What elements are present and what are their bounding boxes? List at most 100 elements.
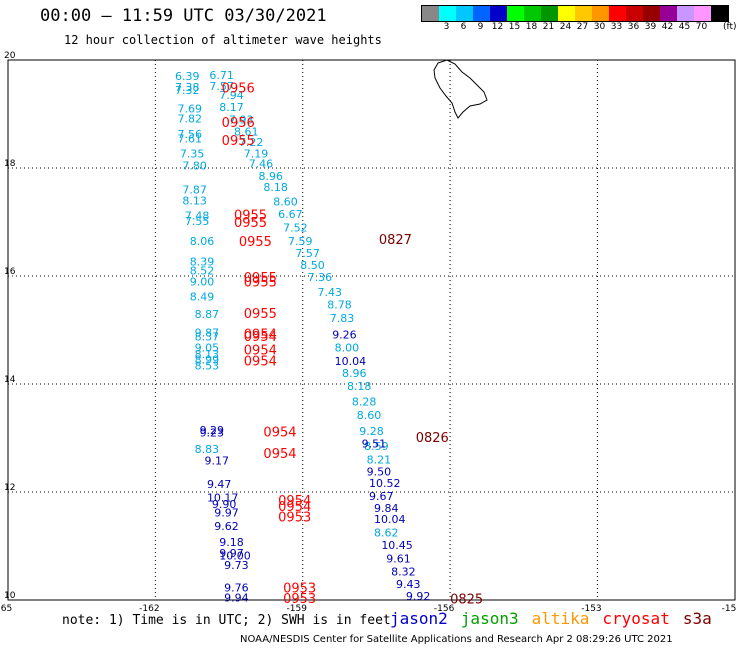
time-label-red: 0953 [283,582,316,597]
colorbar-swatch [558,6,575,21]
colorbar-swatch [592,6,609,21]
swh-label-cyan: 8.21 [367,454,392,467]
swh-label-cyan: 9.87 [195,327,220,340]
swh-label-cyan: 7.38 [175,81,200,94]
swh-label-cyan: 6.67 [278,208,303,221]
swh-label-cyan: 7.80 [182,159,207,172]
swh-label-cyan: 7.46 [249,158,274,171]
swh-label-cyan: 7.56 [177,128,202,141]
time-label-red: 0953 [278,510,311,525]
colorbar-label: 33 [610,22,623,32]
swh-label-cyan: 7.22 [239,136,264,149]
swh-label-cyan: 7.32 [175,84,200,97]
legend-item-jason2: jason2 [390,609,448,628]
swh-label-cyan: 7.19 [244,147,269,160]
swh-label-cyan: 8.60 [273,195,298,208]
swh-label-cyan: 7.87 [182,184,207,197]
swh-label-cyan: 7.35 [180,147,205,160]
latitude-label: 18 [4,159,16,169]
colorbar-label: 3 [443,22,450,32]
legend-item-altika: altika [531,609,590,628]
time-label-red: 0954 [263,426,296,441]
colorbar-swatch [711,6,728,21]
latitude-label: 20 [4,51,16,61]
time-label-red: 0955 [234,209,267,224]
legend-item-cryosat: cryosat [602,609,670,628]
swh-label-cyan: 8.59 [364,440,389,453]
swh-label-cyan: 7.61 [177,132,202,145]
colorbar-swatch [677,6,694,21]
colorbar-swatch [456,6,473,21]
time-label-red: 0955 [244,307,277,322]
swh-label-navy: 10.52 [369,477,401,490]
swh-label-navy: 9.47 [207,478,232,491]
colorbar-label: 36 [627,22,640,32]
time-label-red: 0955 [222,134,255,149]
swh-label-navy: 10.04 [335,355,367,368]
swh-label-cyan: 7.43 [317,286,342,299]
colorbar-label: 42 [661,22,674,32]
swh-label-cyan: 8.18 [347,380,372,393]
swh-label-navy: 10.00 [219,550,251,563]
swh-label-navy: 9.50 [367,465,392,478]
time-label-darkred: 0827 [379,233,412,248]
swh-label-cyan: 6.39 [175,70,200,83]
colorbar-label: 27 [576,22,589,32]
credit-line: NOAA/NESDIS Center for Satellite Applica… [240,634,673,645]
latitude-label: 12 [4,483,15,493]
colorbar-label: 18 [525,22,538,32]
colorbar-swatch [439,6,456,21]
swh-label-cyan: 8.13 [182,194,207,207]
time-label-red: 0953 [283,592,316,607]
swh-label-cyan: 8.96 [259,170,284,183]
swh-label-cyan: 8.13 [195,348,220,361]
colorbar-swatch [575,6,592,21]
swh-label-navy: 9.29 [200,424,225,437]
longitude-label: -156 [434,604,455,614]
swh-label-navy: 9.23 [200,427,225,440]
time-label-red: 0954 [278,494,311,509]
swh-label-cyan: 8.00 [335,341,360,354]
legend-item-jason3: jason3 [460,609,519,628]
swh-label-cyan: 7.52 [283,221,308,234]
longitude-label: -165 [0,604,12,614]
swh-label-navy: 9.76 [224,582,249,595]
swh-label-cyan: 7.55 [185,215,210,228]
swh-label-cyan: 9.00 [190,275,215,288]
swh-label-cyan: 8.53 [195,360,220,373]
time-label-red: 0955 [234,216,267,231]
swh-label-navy: 8.32 [391,565,416,578]
colorbar-swatch [626,6,643,21]
time-label-red: 0954 [244,344,277,359]
colorbar-swatch [643,6,660,21]
swh-label-cyan: 8.61 [234,125,259,138]
time-label-darkred: 0825 [450,592,483,607]
colorbar-label: 21 [542,22,555,32]
swh-label-cyan: 6.71 [209,69,234,82]
swh-label-cyan: 8.37 [195,330,220,343]
swh-label-cyan: 8.99 [195,354,220,367]
longitude-label: -159 [287,604,308,614]
map-title: 00:00 – 11:59 UTC 03/30/2021 [40,6,327,26]
colorbar-label: 30 [593,22,606,32]
swh-label-cyan: 8.17 [219,101,244,114]
swh-label-navy: 9.94 [224,591,249,604]
latitude-label: 16 [4,267,16,277]
colorbar-swatch [422,6,439,21]
swh-label-navy: 9.97 [219,547,244,560]
swh-label-cyan: 7.59 [288,235,313,248]
swh-label-cyan: 8.83 [195,443,220,456]
colorbar-label: 70 [695,22,708,32]
swh-label-cyan: 8.60 [357,409,382,422]
swh-label-navy: 9.43 [396,578,421,591]
satellite-legend: jason2 jason3 altika cryosat s3a [390,609,725,628]
swh-label-navy: 9.17 [204,455,229,468]
colorbar-label: 15 [508,22,521,32]
swh-label-cyan: 7.93 [229,113,254,126]
swh-label-cyan: 7.48 [185,210,210,223]
swh-label-cyan: 8.18 [263,181,288,194]
map-border [7,59,736,601]
swh-label-navy: 9.90 [212,498,237,511]
footer-note: note: 1) Time is in UTC; 2) SWH is in fe… [62,613,391,628]
